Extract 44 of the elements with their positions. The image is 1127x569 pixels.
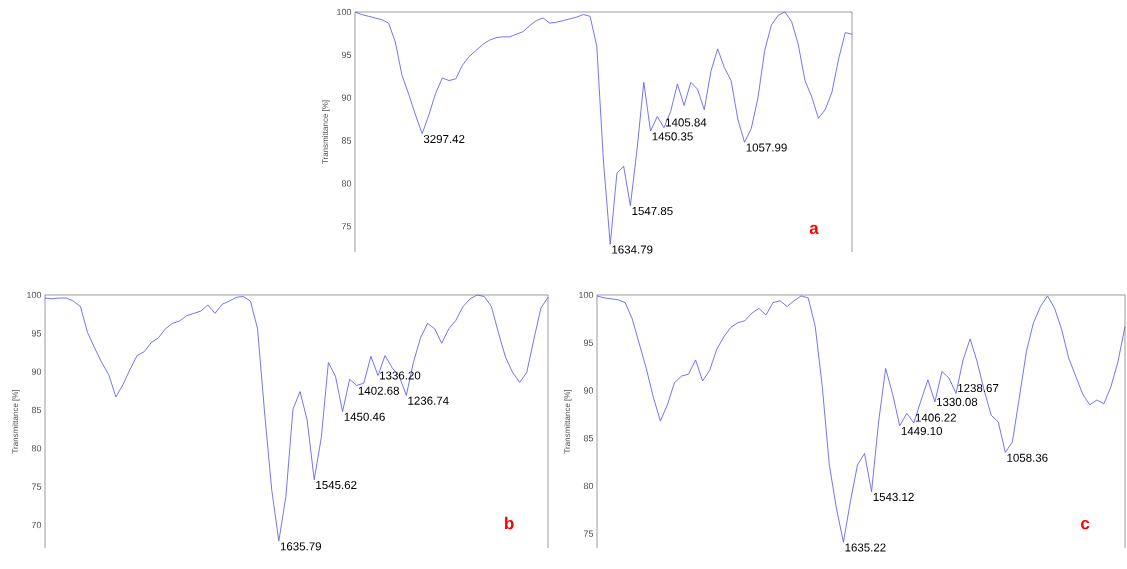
y-tick-label: 100 [337,8,352,16]
annotation: 1336.20 [380,371,421,380]
y-tick-label: 95 [583,339,594,346]
annotation: 1058.36 [1007,453,1048,462]
annotation: 1406.22 [915,413,956,422]
annotation: b [505,516,514,530]
y-tick-label: 100 [579,291,594,299]
y-tick-label: 85 [341,137,352,144]
y-tick-label: 70 [31,521,42,529]
annotation: 1450.46 [344,412,385,421]
annotation: c [1080,519,1090,530]
y-tick-label: 75 [31,483,42,490]
y-tick-label: 85 [583,435,594,442]
annotation: 1330.08 [937,397,978,406]
annotation: 1635.22 [845,543,886,552]
annotation: 1635.79 [280,542,322,551]
y-tick-label: 75 [583,530,594,537]
y-tick-label: 95 [341,51,352,59]
y-tick-label: 80 [31,445,42,452]
y-tick-label: 80 [583,482,594,490]
y-tick-label: 80 [341,180,352,187]
annotation: 1402.68 [358,386,399,395]
annotation: 1236.74 [408,396,449,405]
annotation: 1057.99 [746,143,787,152]
y-tick-label: 75 [341,223,352,230]
annotation: 1545.62 [316,480,357,490]
annotation: 3297.42 [423,134,465,144]
y-axis-title: Transmittance [%] [564,389,572,454]
annotation: 1405.84 [666,118,707,127]
annotation: 1547.85 [632,206,673,216]
y-axis-title: Transmittance [%] [12,389,20,454]
y-tick-label: 95 [31,330,42,337]
annotation: 1634.79 [612,245,653,254]
y-axis-title: Transmittance [%] [322,100,330,164]
y-tick-label: 90 [31,368,42,375]
annotation: 1238.67 [958,383,999,393]
y-tick-label: 90 [583,387,594,394]
annotation: 1449.10 [901,426,943,436]
annotation: 1450.35 [652,132,693,141]
annotation: a [809,224,819,235]
y-tick-label: 100 [27,291,42,299]
y-tick-label: 85 [31,406,42,414]
annotation: 1543.12 [873,492,914,501]
y-tick-label: 90 [341,94,352,101]
